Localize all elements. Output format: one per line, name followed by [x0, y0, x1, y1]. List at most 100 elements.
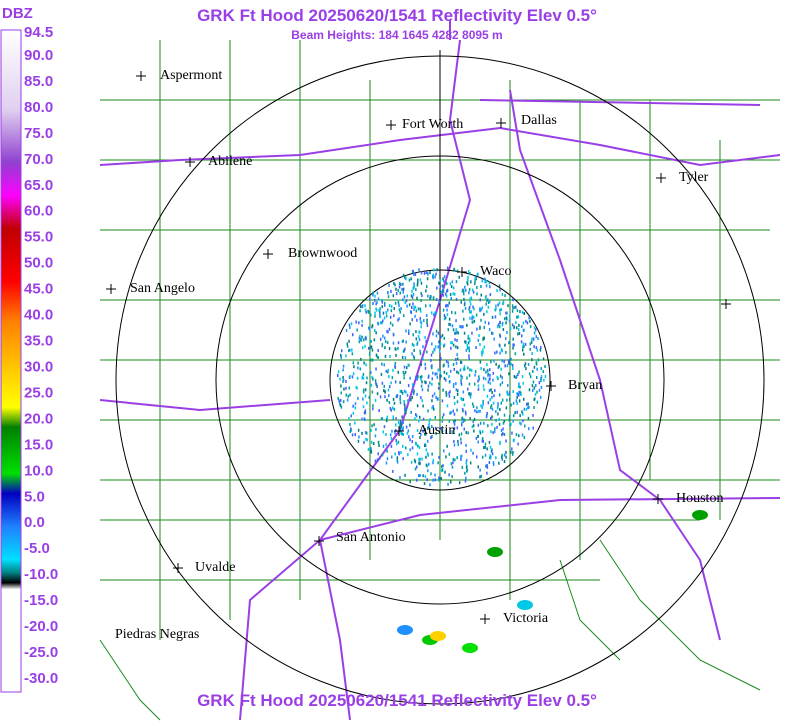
city-label: Waco	[480, 264, 512, 279]
echo-pixel	[479, 468, 481, 472]
echo-pixel	[395, 287, 397, 291]
echo-pixel	[407, 453, 409, 457]
echo-pixel	[380, 321, 382, 325]
echo-pixel	[416, 429, 419, 433]
echo-pixel	[349, 348, 351, 352]
echo-pixel	[491, 331, 493, 335]
echo-pixel	[492, 371, 494, 375]
echo-pixel	[437, 461, 439, 465]
echo-pixel	[477, 387, 480, 391]
echo-pixel	[401, 287, 403, 291]
echo-pixel	[455, 361, 458, 365]
echo-pixel	[462, 390, 465, 394]
echo-pixel	[489, 445, 492, 449]
echo-pixel	[388, 284, 390, 287]
echo-pixel	[420, 433, 422, 437]
city-label: Aspermont	[160, 68, 222, 83]
echo-pixel	[372, 377, 374, 381]
echo-pixel	[504, 294, 506, 298]
echo-pixel	[432, 296, 435, 300]
echo-pixel	[434, 311, 436, 315]
echo-pixel	[385, 443, 387, 447]
echo-pixel	[456, 353, 458, 357]
echo-pixel	[517, 328, 520, 332]
echo-pixel	[415, 442, 418, 446]
echo-pixel	[461, 416, 463, 420]
echo-pixel	[474, 282, 476, 286]
echo-pixel	[515, 305, 517, 309]
echo-pixel	[338, 399, 340, 403]
echo-pixel	[482, 439, 484, 443]
echo-pixel	[397, 346, 399, 350]
echo-pixel	[517, 442, 519, 446]
echo-pixel	[443, 377, 446, 380]
echo-pixel	[384, 395, 386, 399]
echo-pixel	[530, 340, 533, 344]
echo-pixel	[485, 464, 487, 468]
echo-pixel	[438, 455, 440, 459]
echo-pixel	[435, 431, 437, 435]
echo-pixel	[451, 475, 453, 479]
echo-pixel	[521, 433, 524, 437]
echo-pixel	[411, 342, 414, 346]
echo-pixel	[462, 309, 464, 313]
echo-pixel	[425, 289, 427, 293]
echo-pixel	[447, 304, 449, 308]
echo-pixel	[337, 396, 339, 400]
echo-pixel	[510, 357, 512, 361]
echo-pixel	[517, 372, 519, 376]
echo-pixel	[391, 323, 394, 327]
echo-pixel	[410, 311, 412, 314]
echo-pixel	[375, 302, 377, 306]
echo-pixel	[454, 419, 456, 423]
echo-pixel	[470, 296, 473, 300]
echo-pixel	[419, 309, 422, 313]
echo-pixel	[356, 376, 359, 380]
echo-pixel	[377, 349, 379, 352]
echo-pixel	[357, 361, 359, 365]
echo-pixel	[374, 379, 377, 383]
echo-pixel	[479, 360, 482, 364]
echo-pixel	[479, 431, 482, 435]
echo-pixel	[418, 461, 420, 465]
echo-pixel	[409, 480, 411, 484]
echo-pixel	[377, 356, 379, 359]
echo-pixel	[496, 325, 499, 329]
echo-pixel	[526, 402, 528, 406]
echo-pixel	[381, 305, 383, 309]
echo-pixel	[411, 440, 413, 444]
echo-pixel	[399, 420, 402, 424]
echo-pixel	[382, 319, 384, 323]
echo-pixel	[475, 436, 478, 440]
echo-pixel	[435, 298, 438, 301]
echo-pixel	[397, 341, 400, 345]
echo-pixel	[453, 422, 456, 426]
echo-pixel	[426, 285, 428, 289]
echo-pixel	[521, 325, 523, 329]
echo-pixel	[468, 269, 470, 273]
echo-pixel	[450, 462, 453, 466]
echo-pixel	[451, 324, 454, 328]
echo-pixel	[379, 314, 381, 318]
echo-pixel	[527, 362, 530, 366]
echo-pixel	[440, 477, 442, 481]
echo-pixel	[446, 444, 448, 448]
echo-pixel	[424, 428, 426, 432]
echo-pixel	[510, 403, 512, 407]
echo-pixel	[385, 314, 388, 318]
echo-pixel	[405, 340, 407, 344]
echo-pixel	[381, 321, 383, 325]
echo-pixel	[469, 368, 471, 372]
echo-pixel	[416, 465, 418, 469]
echo-pixel	[532, 426, 534, 430]
echo-pixel	[516, 395, 518, 399]
echo-pixel	[534, 392, 537, 396]
echo-pixel	[417, 278, 419, 282]
echo-pixel	[456, 400, 459, 404]
echo-pixel	[456, 338, 458, 342]
echo-pixel	[528, 405, 530, 409]
echo-pixel	[460, 441, 462, 445]
echo-pixel	[434, 416, 436, 419]
echo-pixel	[521, 375, 524, 379]
echo-pixel	[412, 286, 414, 290]
